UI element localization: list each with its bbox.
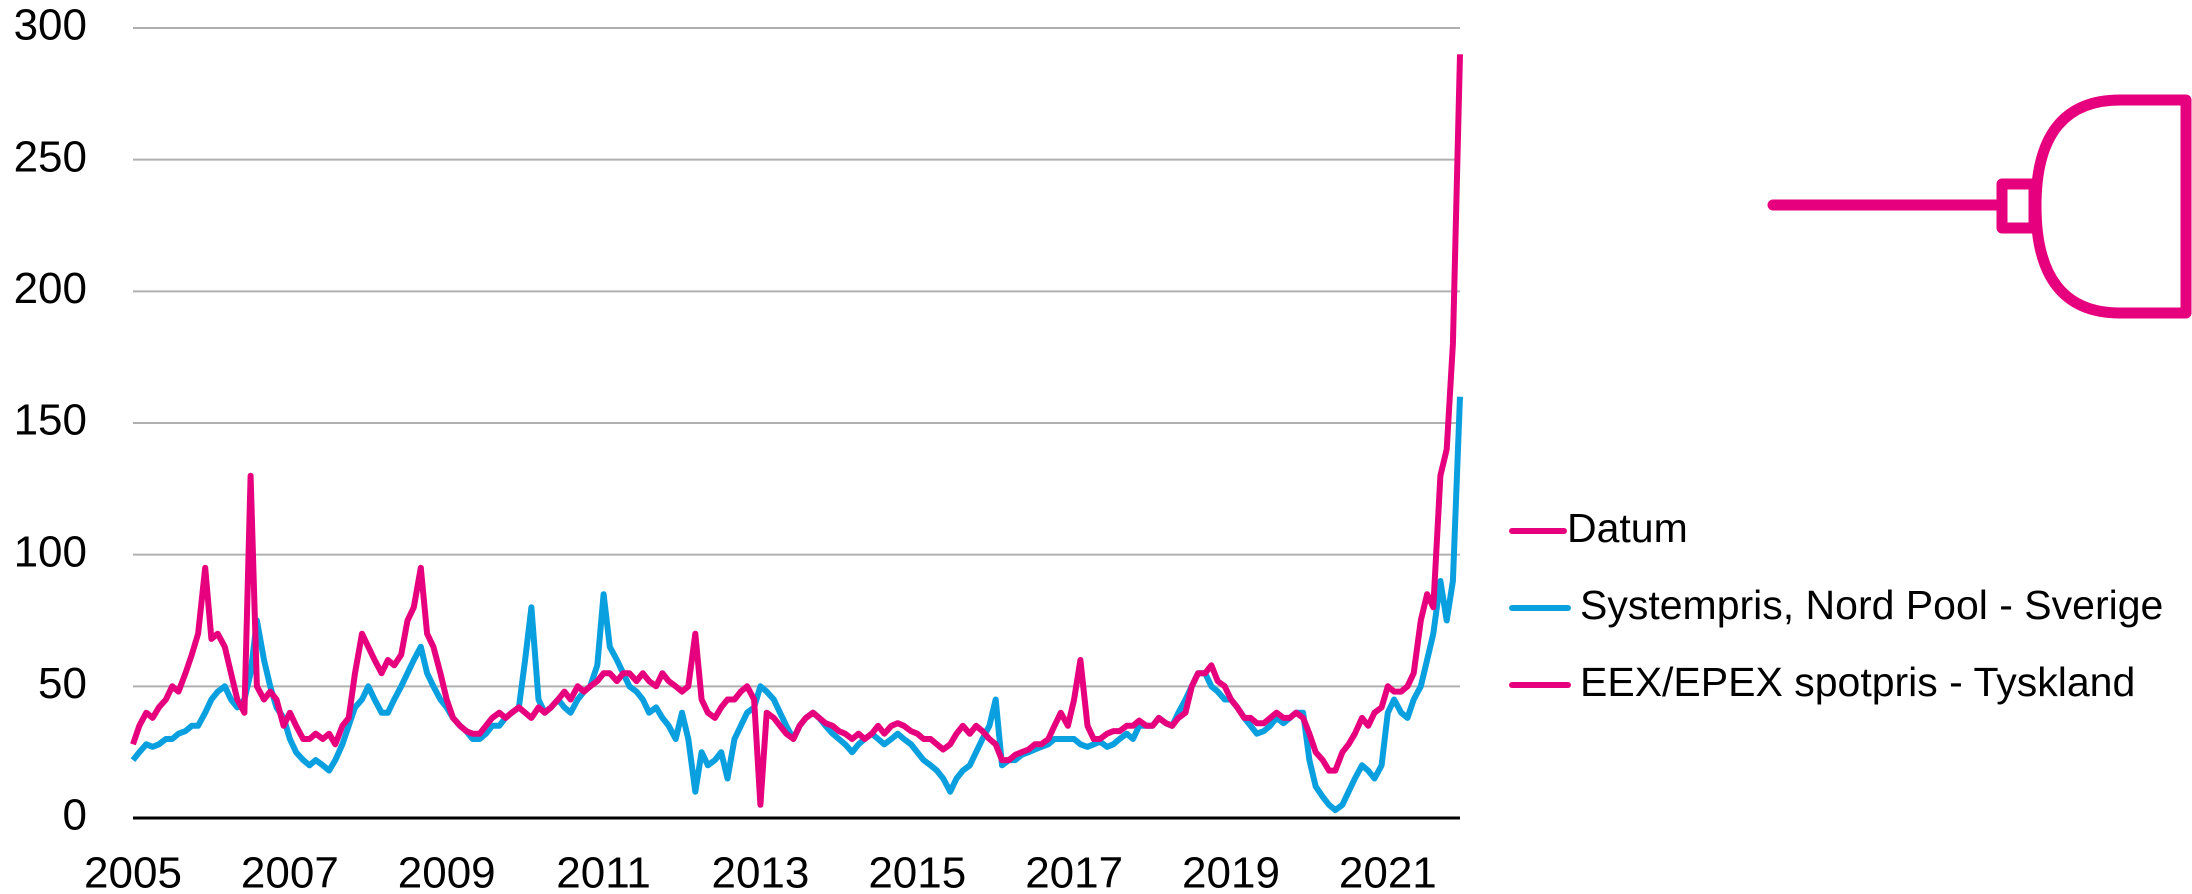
x-tick-label: 2007 [241, 849, 339, 894]
series-line [130, 54, 1463, 808]
icon-body [2030, 94, 2192, 319]
y-tick-label: 250 [14, 132, 87, 181]
y-tick-label: 0 [63, 791, 87, 840]
legend-label: EEX/EPEX spotpris - Tyskland [1580, 659, 2135, 705]
y-tick-label: 50 [38, 659, 87, 708]
y-tick-label: 200 [14, 264, 87, 313]
x-tick-label: 2015 [868, 849, 966, 894]
x-tick-label: 2009 [398, 849, 496, 894]
x-tick-label: 2017 [1025, 849, 1123, 894]
plot-area: 0 50 100 150 200 250 300 2005 2007 2009 2011 2013 20… [14, 1, 1463, 894]
x-tick-label: 2013 [711, 849, 809, 894]
x-tick-label: 2021 [1339, 849, 1437, 894]
legend: Datum Systempris, Nord Pool - Sverige EEX/… [1509, 505, 2163, 705]
x-tick-label: 2005 [84, 849, 182, 894]
y-tick-label: 100 [14, 527, 87, 576]
y-tick-label: 300 [14, 1, 87, 50]
decorative-icon [1767, 94, 2192, 319]
series-line [130, 396, 1463, 814]
x-tick-label: 2019 [1182, 849, 1280, 894]
icon-neck [1996, 178, 2040, 234]
y-tick-label: 150 [14, 396, 87, 445]
x-tick-label: 2011 [556, 849, 651, 894]
legend-label: Datum [1567, 505, 1688, 551]
legend-label: Systempris, Nord Pool - Sverige [1580, 582, 2163, 628]
